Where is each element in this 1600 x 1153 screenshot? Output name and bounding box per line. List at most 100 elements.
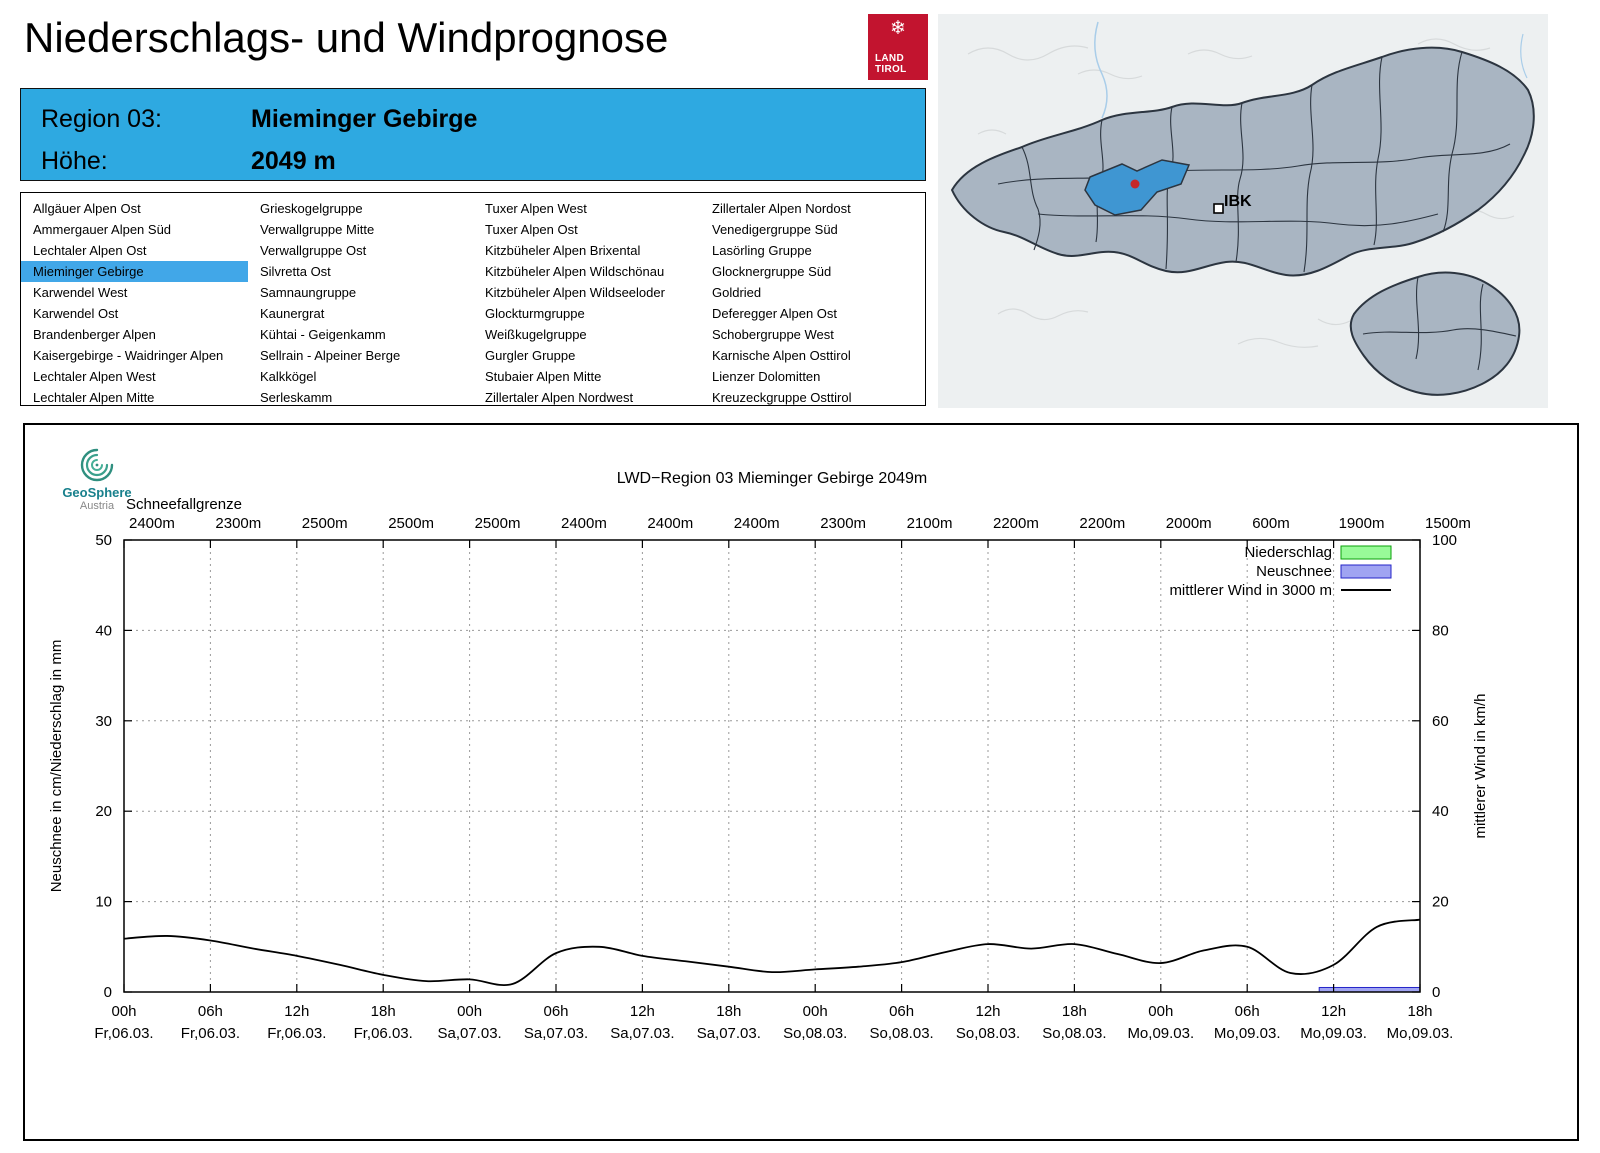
region-list-item[interactable]: Serleskamm — [260, 390, 333, 405]
region-list-item[interactable]: Brandenberger Alpen — [33, 327, 156, 342]
tirol-map-svg: IBK — [938, 14, 1548, 408]
region-list-item[interactable]: Glocknergruppe Süd — [712, 264, 832, 279]
svg-text:Mo,09.03.: Mo,09.03. — [1214, 1025, 1281, 1042]
region-list-item[interactable]: Deferegger Alpen Ost — [712, 306, 838, 321]
region-list-item[interactable]: Kitzbüheler Alpen Wildschönau — [485, 264, 665, 279]
region-list-item[interactable]: Kitzbüheler Alpen Wildseeloder — [485, 285, 665, 300]
svg-text:00h: 00h — [457, 1003, 482, 1020]
svg-text:18h: 18h — [716, 1003, 741, 1020]
svg-text:2300m: 2300m — [215, 515, 261, 532]
ibk-label: IBK — [1224, 193, 1252, 210]
svg-text:2200m: 2200m — [993, 515, 1039, 532]
region-list-item[interactable]: Karwendel Ost — [33, 306, 119, 321]
svg-text:20: 20 — [1432, 894, 1449, 911]
region-list-item[interactable]: Gurgler Gruppe — [485, 348, 576, 363]
svg-text:Sa,07.03.: Sa,07.03. — [524, 1025, 588, 1042]
region-list-item[interactable]: Silvretta Ost — [260, 264, 331, 279]
region-info-box: Region 03: Mieminger Gebirge Höhe: 2049 m — [20, 88, 926, 181]
svg-text:Mo,09.03.: Mo,09.03. — [1387, 1025, 1454, 1042]
svg-text:2400m: 2400m — [734, 515, 780, 532]
svg-text:So,08.03.: So,08.03. — [956, 1025, 1020, 1042]
region-list-item[interactable]: Kalkkögel — [260, 369, 317, 384]
region-info-row: Region 03: Mieminger Gebirge — [21, 98, 925, 140]
region-list-item[interactable]: Glockturmgruppe — [485, 306, 585, 321]
svg-text:40: 40 — [95, 622, 112, 639]
region-list-item[interactable]: Sellrain - Alpeiner Berge — [260, 348, 401, 363]
land-tirol-logo-text: LAND TIROL — [875, 53, 907, 75]
geosphere-logo: GeoSphere Austria — [51, 447, 143, 512]
region-list-item[interactable]: Kaisergebirge - Waidringer Alpen — [33, 348, 224, 363]
region-list-item[interactable]: Kreuzeckgruppe Osttirol — [712, 390, 852, 405]
region-list-item[interactable]: Allgäuer Alpen Ost — [33, 201, 141, 216]
region-list-item[interactable]: Verwallgruppe Mitte — [260, 222, 375, 237]
region-list: Allgäuer Alpen Ost Ammergauer Alpen Süd Le… — [20, 192, 926, 406]
svg-text:2500m: 2500m — [302, 515, 348, 532]
svg-text:Schneefallgrenze: Schneefallgrenze — [126, 496, 242, 513]
svg-text:Sa,07.03.: Sa,07.03. — [437, 1025, 501, 1042]
svg-text:mittlerer Wind in km/h: mittlerer Wind in km/h — [1472, 693, 1489, 838]
svg-text:1900m: 1900m — [1339, 515, 1385, 532]
tirol-map[interactable]: IBK — [938, 14, 1548, 408]
svg-text:0: 0 — [1432, 984, 1440, 1001]
svg-text:2500m: 2500m — [475, 515, 521, 532]
svg-text:30: 30 — [95, 713, 112, 730]
svg-text:So,08.03.: So,08.03. — [1042, 1025, 1106, 1042]
region-list-item[interactable]: Stubaier Alpen Mitte — [485, 369, 602, 384]
region-list-item[interactable]: Kühtai - Geigenkamm — [260, 327, 386, 342]
river-lines — [1094, 21, 1528, 119]
region-list-item[interactable]: Mieminger Gebirge — [21, 261, 248, 282]
region-list-item[interactable]: Tuxer Alpen Ost — [485, 222, 578, 237]
region-list-item[interactable]: Lasörling Gruppe — [712, 243, 812, 258]
region-list-item[interactable]: Weißkugelgruppe — [485, 327, 587, 342]
svg-text:600m: 600m — [1252, 515, 1290, 532]
svg-text:12h: 12h — [1321, 1003, 1346, 1020]
region-list-item[interactable]: Verwallgruppe Ost — [260, 243, 367, 258]
svg-text:Neuschnee in cm/Niederschlag i: Neuschnee in cm/Niederschlag in mm — [48, 640, 65, 893]
region-list-item[interactable]: Goldried — [712, 285, 762, 300]
svg-text:Fr,06.03.: Fr,06.03. — [267, 1025, 326, 1042]
svg-text:2000m: 2000m — [1166, 515, 1212, 532]
region-list-item[interactable]: Kitzbüheler Alpen Brixental — [485, 243, 641, 258]
region-list-item[interactable]: Lechtaler Alpen Mitte — [33, 390, 155, 405]
forecast-chart-panel: LWD−Region 03 Mieminger Gebirge 2049m Sch… — [23, 423, 1579, 1141]
svg-text:1500m: 1500m — [1425, 515, 1471, 532]
region-list-item[interactable]: Karnische Alpen Osttirol — [712, 348, 851, 363]
svg-text:80: 80 — [1432, 622, 1449, 639]
svg-text:00h: 00h — [111, 1003, 136, 1020]
page-title: Niederschlags- und Windprognose — [24, 14, 669, 61]
region-list-item[interactable]: Ammergauer Alpen Süd — [33, 222, 172, 237]
region-list-item[interactable]: Karwendel West — [33, 285, 128, 300]
region-list-item[interactable]: Schobergruppe West — [712, 327, 834, 342]
region-list-item[interactable]: Zillertaler Alpen Nordwest — [485, 390, 634, 405]
region-list-item[interactable]: Zillertaler Alpen Nordost — [712, 201, 851, 216]
svg-text:Niederschlag: Niederschlag — [1244, 544, 1332, 561]
altitude-value: 2049 m — [251, 147, 336, 175]
svg-text:06h: 06h — [543, 1003, 568, 1020]
svg-text:2300m: 2300m — [820, 515, 866, 532]
svg-text:2500m: 2500m — [388, 515, 434, 532]
svg-text:06h: 06h — [198, 1003, 223, 1020]
region-list-item[interactable]: Tuxer Alpen West — [485, 201, 587, 216]
region-value: Mieminger Gebirge — [251, 105, 478, 133]
region-list-item[interactable]: Lechtaler Alpen West — [33, 369, 156, 384]
region-list-column-4: Zillertaler Alpen Nordost Venedigergruppe… — [700, 198, 925, 405]
svg-text:18h: 18h — [1407, 1003, 1432, 1020]
region-list-item[interactable]: Kaunergrat — [260, 306, 325, 321]
snowflake-icon: ❄ — [890, 18, 906, 39]
svg-text:00h: 00h — [803, 1003, 828, 1020]
region-list-item[interactable]: Venedigergruppe Süd — [712, 222, 838, 237]
station-dot — [1130, 179, 1140, 189]
svg-text:12h: 12h — [284, 1003, 309, 1020]
svg-text:50: 50 — [95, 532, 112, 549]
region-list-item[interactable]: Samnaungruppe — [260, 285, 357, 300]
region-list-item[interactable]: Grieskogelgruppe — [260, 201, 363, 216]
region-borders — [997, 51, 1517, 371]
svg-text:06h: 06h — [1235, 1003, 1260, 1020]
svg-text:20: 20 — [95, 803, 112, 820]
svg-text:12h: 12h — [975, 1003, 1000, 1020]
region-list-item[interactable]: Lechtaler Alpen Ost — [33, 243, 147, 258]
region-list-item[interactable]: Lienzer Dolomitten — [712, 369, 821, 384]
region-list-column-2: Grieskogelgruppe Verwallgruppe Mitte Verwa… — [248, 198, 473, 405]
svg-text:10: 10 — [95, 894, 112, 911]
svg-text:So,08.03.: So,08.03. — [783, 1025, 847, 1042]
